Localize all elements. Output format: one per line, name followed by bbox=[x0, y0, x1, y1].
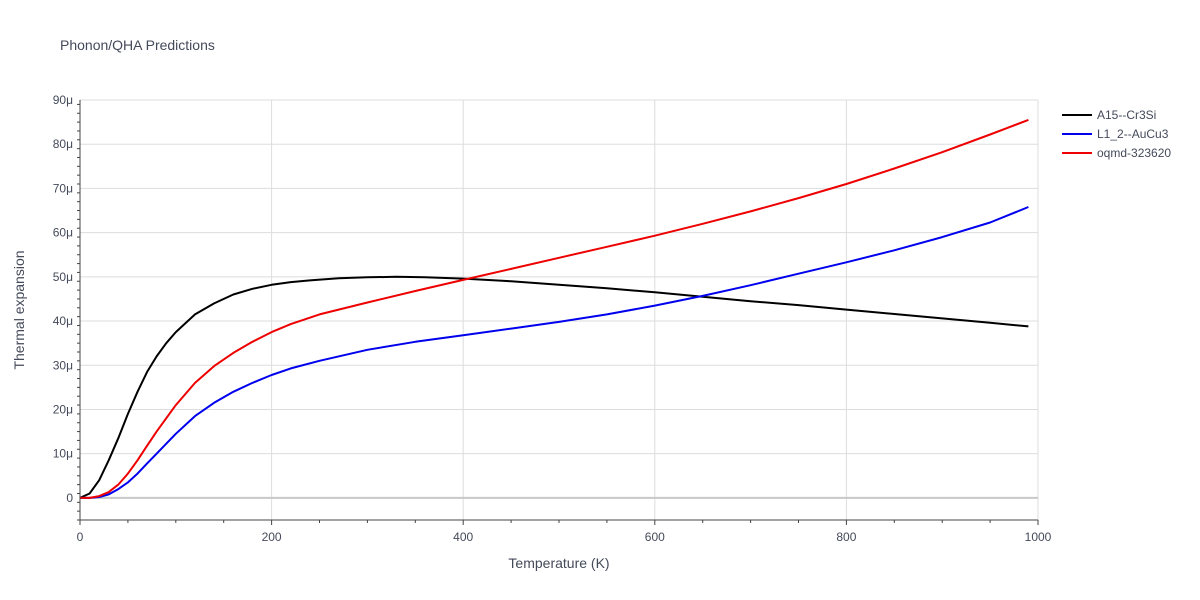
legend-label: L1_2--AuCu3 bbox=[1097, 127, 1169, 141]
y-tick-label: 60μ bbox=[53, 226, 73, 240]
legend-label: A15--Cr3Si bbox=[1097, 108, 1156, 122]
legend[interactable]: A15--Cr3Si L1_2--AuCu3 oqmd-323620 bbox=[1062, 108, 1171, 160]
y-tick-label: 70μ bbox=[53, 181, 73, 195]
y-tick-label: 30μ bbox=[53, 358, 73, 372]
chart-title: Phonon/QHA Predictions bbox=[60, 37, 215, 53]
x-tick-label: 400 bbox=[453, 530, 473, 544]
x-axis-title: Temperature (K) bbox=[508, 555, 609, 571]
legend-item[interactable]: L1_2--AuCu3 bbox=[1062, 127, 1169, 141]
y-tick-label: 90μ bbox=[53, 93, 73, 107]
series-group bbox=[79, 118, 1029, 499]
y-axis-title: Thermal expansion bbox=[11, 250, 27, 369]
series-line-3 bbox=[80, 118, 1029, 499]
tick-labels: 0 200 400 600 800 1000 0 10μ 20μ 30μ 40μ 50μ 60μ 70μ 8… bbox=[53, 93, 1052, 544]
series-line-1 bbox=[79, 275, 1029, 499]
series-line-2 bbox=[80, 206, 1029, 499]
grid-lines bbox=[80, 99, 1039, 520]
legend-item[interactable]: A15--Cr3Si bbox=[1062, 108, 1156, 122]
y-tick-label: 10μ bbox=[53, 447, 73, 461]
x-tick-label: 0 bbox=[77, 530, 84, 544]
axes bbox=[77, 100, 1039, 525]
y-tick-label: 50μ bbox=[53, 270, 73, 284]
x-tick-label: 200 bbox=[262, 530, 282, 544]
x-tick-label: 1000 bbox=[1025, 530, 1052, 544]
legend-item[interactable]: oqmd-323620 bbox=[1062, 146, 1171, 160]
legend-label: oqmd-323620 bbox=[1097, 146, 1171, 160]
y-tick-label: 80μ bbox=[53, 137, 73, 151]
y-tick-label: 40μ bbox=[53, 314, 73, 328]
x-tick-label: 800 bbox=[836, 530, 856, 544]
y-tick-label: 20μ bbox=[53, 402, 73, 416]
y-tick-label: 0 bbox=[66, 491, 73, 505]
x-tick-label: 600 bbox=[645, 530, 665, 544]
